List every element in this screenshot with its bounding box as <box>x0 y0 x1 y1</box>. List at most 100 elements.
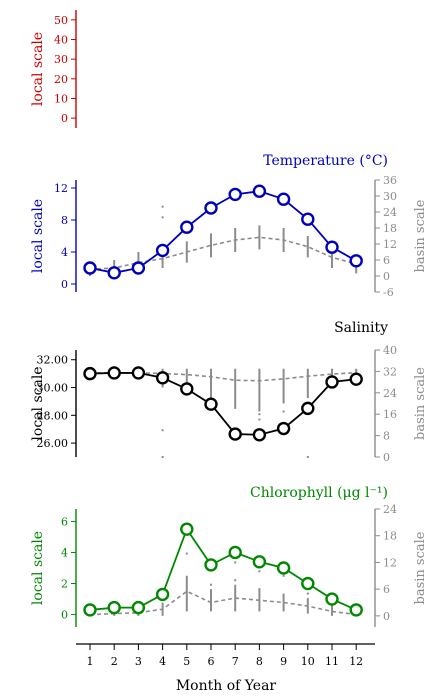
local-data-point <box>325 375 339 389</box>
local-series-line <box>89 372 357 436</box>
panel-title: Chlorophyll (μg l⁻¹) <box>250 485 388 501</box>
local-data-point <box>155 243 170 258</box>
left-tick-label: 20 <box>54 73 68 86</box>
panel-0: 0 10 20 30 40 50 local scale <box>30 10 77 128</box>
local-data-point <box>252 428 267 442</box>
local-data-point <box>325 240 339 254</box>
left-axis-label: local scale <box>30 366 46 440</box>
local-data-point <box>349 603 363 617</box>
left-tick-label: 0 <box>61 609 68 622</box>
basin-series-line <box>89 236 357 271</box>
x-tick-label: 10 <box>301 655 315 668</box>
local-data-point <box>107 266 121 280</box>
local-data-point <box>252 555 267 569</box>
right-tick-label: 0 <box>383 610 390 623</box>
right-tick-label: 8 <box>383 430 390 443</box>
right-tick-label: 6 <box>383 583 390 596</box>
x-tick-label: 3 <box>135 655 142 668</box>
left-tick-label: 8 <box>61 214 68 227</box>
basin-outlier-point <box>210 583 212 586</box>
right-tick-label: -6 <box>383 286 394 299</box>
x-tick-label: 11 <box>325 655 339 668</box>
right-tick-label: 30 <box>383 190 397 203</box>
basin-outlier-point <box>234 561 237 564</box>
basin-outlier-point <box>258 570 261 573</box>
local-series-line <box>89 190 357 274</box>
left-tick-label: 26.00 <box>37 437 69 450</box>
basin-series-line <box>90 371 357 382</box>
x-tick-label: 2 <box>111 655 118 668</box>
basin-outlier-point <box>161 205 164 208</box>
local-data-point <box>204 558 218 572</box>
right-tick-label: 0 <box>383 451 390 464</box>
local-data-point <box>349 254 363 268</box>
local-data-point <box>83 261 97 275</box>
local-data-point <box>301 212 315 226</box>
x-axis: 1 2 3 4 5 6 7 8 9 10 11 12 Month of Year <box>76 643 375 694</box>
right-tick-label: 0 <box>383 270 390 283</box>
local-data-point <box>83 366 97 381</box>
left-tick-label: 0 <box>61 278 68 291</box>
local-data-point <box>301 576 315 591</box>
local-data-point <box>301 401 315 416</box>
left-tick-label: 12 <box>54 182 68 195</box>
basin-outlier-point <box>234 579 237 582</box>
local-data-point <box>107 366 121 380</box>
x-axis-label: Month of Year <box>176 678 277 694</box>
local-data-point <box>228 545 242 560</box>
x-tick-label: 6 <box>208 655 215 668</box>
x-tick-label: 9 <box>280 655 287 668</box>
x-tick-label: 1 <box>87 655 94 668</box>
right-axis-label: basin scale <box>413 199 428 272</box>
left-tick-label: 40 <box>54 34 68 47</box>
basin-outlier-point <box>282 574 285 577</box>
left-tick-label: 30 <box>54 53 68 66</box>
local-data-point <box>252 184 267 198</box>
basin-outlier-point <box>306 456 309 458</box>
basin-outlier-point <box>258 588 261 591</box>
basin-outlier-point <box>185 552 188 555</box>
local-data-point <box>228 427 242 441</box>
left-tick-label: 0 <box>61 112 68 125</box>
panel-title: Salinity <box>334 320 388 336</box>
basin-outlier-point <box>306 592 309 595</box>
right-tick-label: 24 <box>383 503 397 516</box>
x-tick-labels: 1 2 3 4 5 6 7 8 9 10 11 12 <box>87 644 363 668</box>
local-data-point <box>228 187 242 202</box>
right-tick-label: 32 <box>383 365 397 378</box>
local-data-point <box>204 397 218 411</box>
local-data-point <box>107 600 121 615</box>
right-tick-label: 6 <box>383 254 390 267</box>
left-tick-label: 6 <box>61 515 68 528</box>
right-tick-label: 24 <box>383 387 397 400</box>
panel-1: 0 4 8 12 local scale Temperature (°C) -6 0 6 12 18… <box>30 153 428 299</box>
right-tick-label: 12 <box>383 238 397 251</box>
x-tick-label: 4 <box>159 655 166 668</box>
basin-outlier-point <box>258 413 261 416</box>
local-data-point <box>131 600 146 615</box>
x-tick-label: 5 <box>183 655 190 668</box>
local-data-point <box>155 587 170 602</box>
basin-series-line <box>89 590 357 616</box>
left-axis-label: local scale <box>30 32 46 106</box>
basin-outlier-point <box>282 410 285 413</box>
left-tick-label: 30.00 <box>37 382 69 395</box>
local-data-point <box>131 366 146 380</box>
left-tick-label: 10 <box>54 93 68 106</box>
x-tick-label: 7 <box>232 655 239 668</box>
left-axis-label: local scale <box>30 531 46 605</box>
right-tick-label: 18 <box>383 222 397 235</box>
left-tick-label: 2 <box>61 578 68 591</box>
local-data-point <box>349 372 363 386</box>
left-tick-label: 4 <box>61 246 68 259</box>
left-tick-label: 50 <box>54 14 68 27</box>
local-series-line <box>89 527 357 611</box>
local-data-point <box>180 522 194 536</box>
right-tick-label: 36 <box>383 174 397 187</box>
local-data-point <box>325 592 339 606</box>
right-tick-label: 16 <box>383 408 397 421</box>
basin-outlier-point <box>161 429 164 432</box>
